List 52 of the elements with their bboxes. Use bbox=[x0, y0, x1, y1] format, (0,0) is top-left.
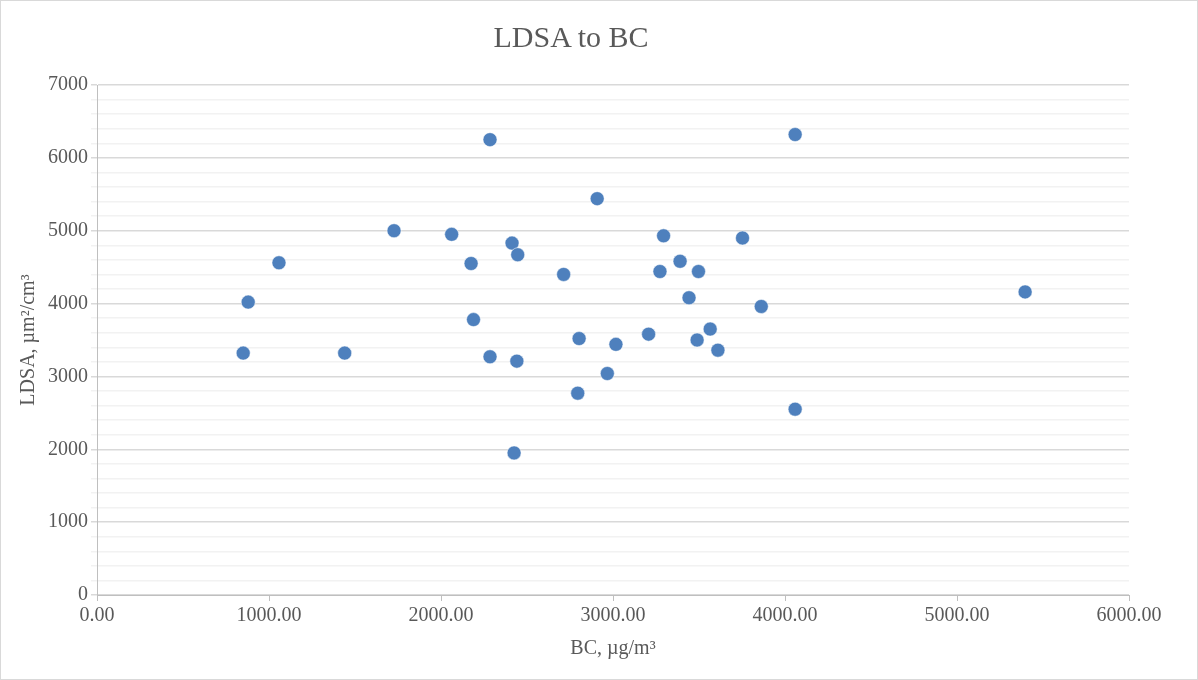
point bbox=[386, 223, 402, 238]
point bbox=[571, 331, 587, 346]
point bbox=[710, 342, 726, 358]
y-tick-label: 4000 bbox=[48, 290, 88, 313]
point bbox=[656, 228, 671, 244]
point bbox=[787, 401, 803, 417]
x-tick-label: 1000.00 bbox=[236, 603, 302, 626]
y-tick-label: 1000 bbox=[48, 509, 88, 532]
point bbox=[271, 255, 287, 271]
point bbox=[556, 267, 571, 282]
chart-title: LDSA to BC bbox=[493, 19, 649, 53]
point bbox=[589, 191, 605, 206]
y-tick-label: 2000 bbox=[48, 436, 88, 459]
point bbox=[510, 247, 525, 263]
point bbox=[444, 227, 459, 242]
x-tick-label: 0.00 bbox=[79, 603, 115, 626]
point bbox=[506, 445, 522, 461]
point bbox=[235, 345, 251, 361]
point bbox=[466, 312, 481, 327]
point bbox=[641, 326, 656, 342]
point bbox=[240, 294, 256, 310]
y-tick-label: 6000 bbox=[48, 145, 88, 168]
point bbox=[735, 230, 750, 246]
point bbox=[672, 254, 688, 269]
point bbox=[652, 264, 668, 279]
point bbox=[570, 385, 585, 401]
x-tick-label: 5000.00 bbox=[924, 603, 990, 626]
point bbox=[702, 321, 718, 337]
point bbox=[689, 332, 705, 348]
x-tick-label: 4000.00 bbox=[752, 603, 818, 626]
point bbox=[600, 366, 615, 381]
point bbox=[608, 337, 624, 352]
y-tick-label: 7000 bbox=[48, 72, 88, 95]
point bbox=[482, 349, 498, 365]
point bbox=[504, 235, 520, 251]
y-tick-label: 3000 bbox=[48, 363, 88, 386]
y-axis-title: LDSA, µm²/cm³ bbox=[16, 274, 40, 406]
point bbox=[681, 290, 697, 305]
x-tick-label: 3000.00 bbox=[580, 603, 646, 626]
point bbox=[754, 299, 769, 314]
point bbox=[691, 264, 706, 279]
x-tick-label: 2000.00 bbox=[408, 603, 474, 626]
point bbox=[1017, 284, 1033, 300]
point bbox=[482, 132, 498, 147]
x-tick-label: 6000.00 bbox=[1096, 603, 1162, 626]
y-tick-label: 0 bbox=[78, 582, 88, 605]
point bbox=[787, 127, 803, 142]
y-tick-label: 5000 bbox=[48, 217, 88, 240]
point bbox=[509, 353, 525, 369]
x-axis-title: BC, µg/m³ bbox=[570, 636, 656, 660]
point bbox=[337, 345, 352, 361]
point bbox=[463, 256, 479, 271]
